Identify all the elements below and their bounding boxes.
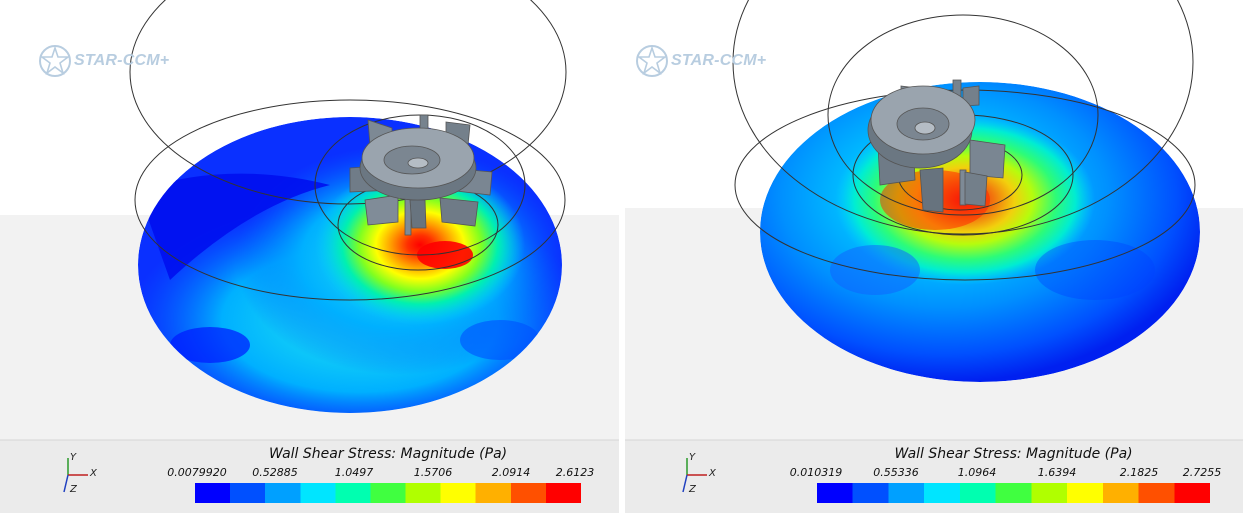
right-disc [760, 82, 1200, 382]
colorbar-tick: 2.0914 [491, 466, 531, 479]
colorbar-tick: 0.010319 [789, 466, 843, 479]
colorbar-tick: 1.6394 [1037, 466, 1077, 479]
colorbar-tick: 1.0497 [334, 466, 374, 479]
logo-text: STAR-CCM+ [74, 52, 170, 69]
axis-x-label: X [708, 468, 717, 479]
axis-y-label: Y [70, 452, 77, 463]
starccm-logo: STAR-CCM+ [635, 44, 766, 78]
star-logo-icon [39, 45, 71, 77]
left-colorbar [195, 483, 581, 503]
panel-divider [619, 0, 625, 513]
colorbar-tick: 1.5706 [413, 466, 453, 479]
colorbar-tick: 1.0964 [957, 466, 997, 479]
starccm-logo: STAR-CCM+ [38, 44, 169, 78]
axis-y-label: Y [689, 452, 696, 463]
colorbar-tick: 0.0079920 [167, 466, 227, 479]
colorbar-tick: 2.7255 [1182, 466, 1222, 479]
left-axis-triad: Y X Z [63, 452, 98, 495]
right-viewport[interactable]: STAR-CCM+ Y X Z Wall Shear Stress: Magni… [625, 0, 1243, 513]
left-viewport[interactable]: STAR-CCM+ Y X Z Wall Shear Stress: Magni… [0, 0, 619, 513]
axis-x-label: X [89, 468, 98, 479]
right-colorbar-title: Wall Shear Stress: Magnitude (Pa) [894, 446, 1133, 462]
colorbar-tick: 2.1825 [1119, 466, 1159, 479]
left-colorbar-title: Wall Shear Stress: Magnitude (Pa) [269, 446, 508, 462]
axis-z-label: Z [69, 484, 78, 495]
star-logo-icon [636, 45, 668, 77]
left-impeller [349, 114, 493, 236]
right-colorbar [817, 483, 1210, 503]
left-scene [0, 0, 619, 513]
colorbar-tick: 2.6123 [555, 466, 595, 479]
colorbar-tick: 0.55336 [873, 466, 919, 479]
logo-text: STAR-CCM+ [671, 52, 767, 69]
axis-z-label: Z [688, 484, 697, 495]
right-impeller [867, 79, 1006, 213]
colorbar-tick: 0.52885 [252, 466, 298, 479]
right-axis-triad: Y X Z [682, 452, 717, 495]
